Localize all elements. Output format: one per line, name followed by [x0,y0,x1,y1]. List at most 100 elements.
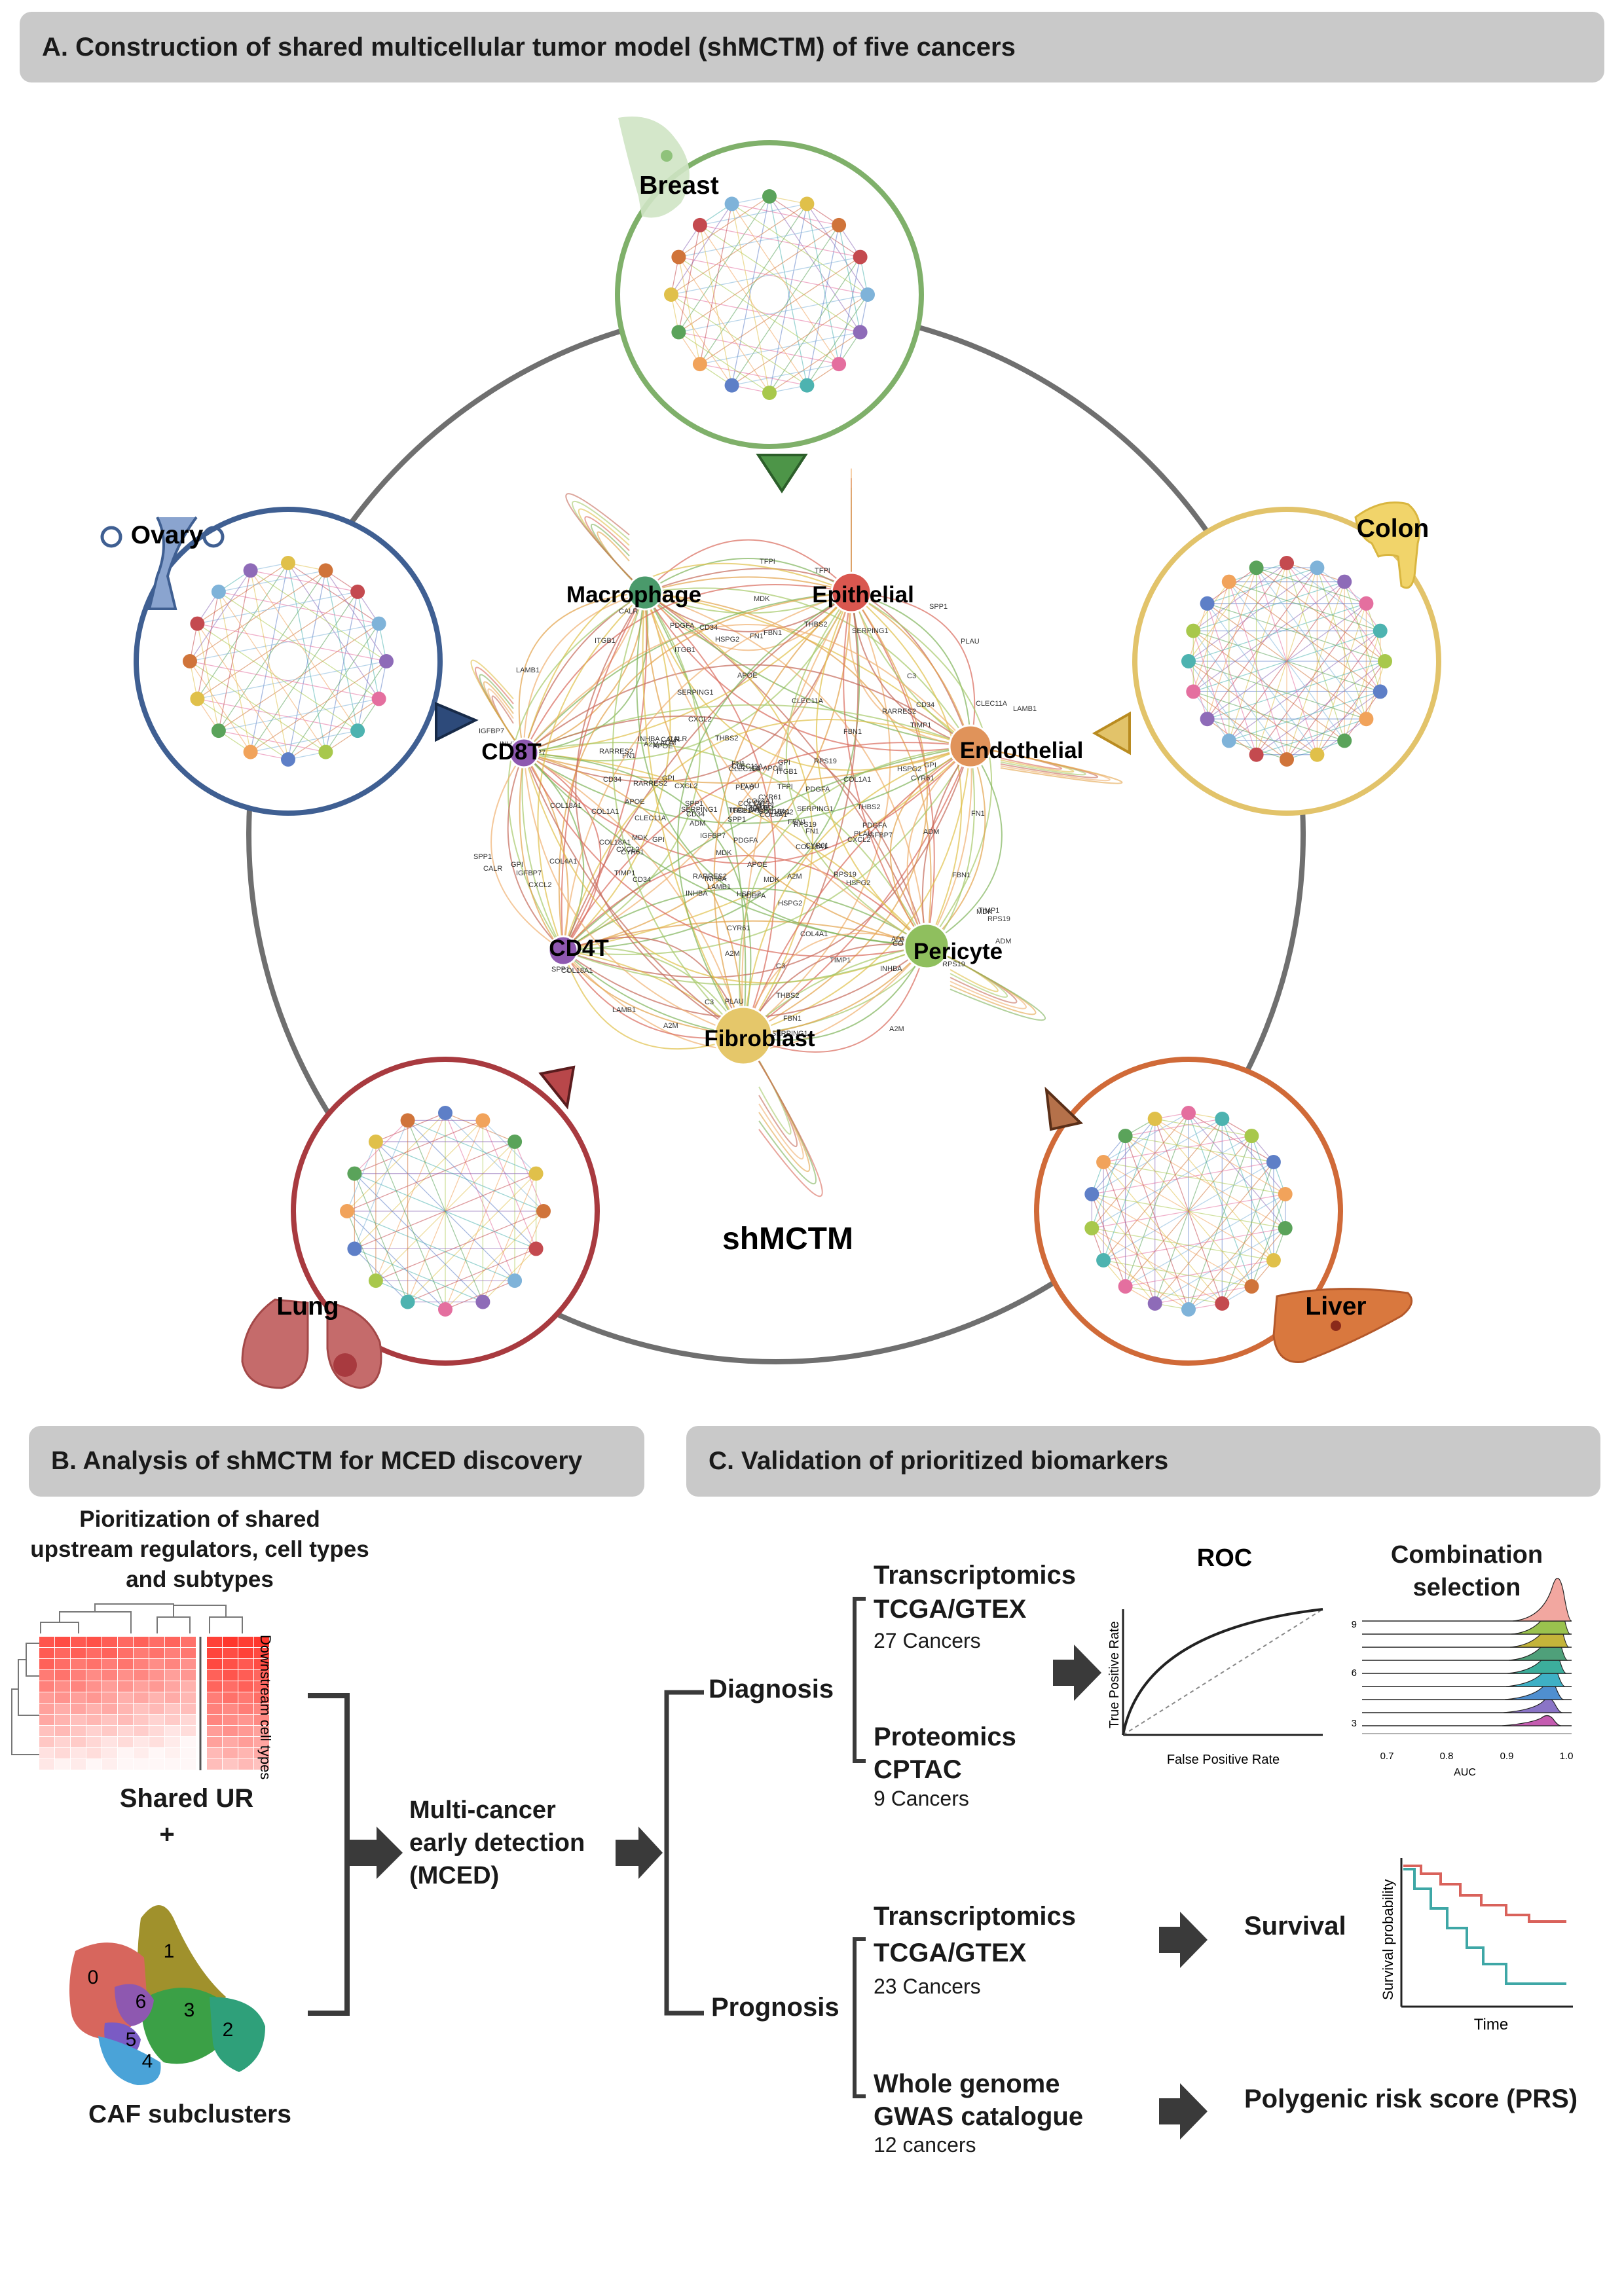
heatmap-cell [254,1648,269,1658]
mini-node [507,1273,523,1288]
heatmap-cell [223,1681,238,1692]
heatmap-cell [102,1737,117,1747]
mini-node [800,378,815,393]
mini-node [507,1134,523,1149]
gene-label: MDK [716,849,732,857]
heatmap-cell [238,1637,253,1647]
heatmap-cell [71,1670,86,1681]
mini-node [350,723,365,738]
heatmap-cell [71,1726,86,1736]
network-edge [926,945,1046,1021]
mini-edge [1125,1118,1223,1137]
heatmap-cell [207,1659,222,1669]
network-edge [743,746,971,1036]
heatmap-cell [165,1681,180,1692]
diagnosis-label: Diagnosis [709,1675,834,1704]
celltype-macrophage-label: Macrophage [566,582,701,608]
plus-sign: + [159,1820,175,1849]
network-edge [743,945,927,1053]
mced-arrow [616,1827,663,1879]
mini-edge [699,257,860,365]
network-edge [889,746,971,947]
mini-edge [731,204,770,393]
heatmap-cell [165,1659,180,1669]
mini-edge [678,256,868,295]
mini-node [340,1204,354,1218]
caf-cluster-0: 0 [88,1967,99,1988]
prognosis-label: Prognosis [711,1993,840,2022]
mini-node [762,386,777,400]
survival-curve-high [1403,1865,1566,1923]
mini-node [860,287,875,302]
mini-node [1084,1187,1099,1201]
mini-edge [678,294,868,333]
network-edge [523,592,646,754]
gene-label: CLEC11A [729,765,761,773]
combination-xtick-0: 0.7 [1380,1751,1394,1762]
mini-edge [197,623,358,731]
combination-ytick-0: 3 [1352,1718,1357,1729]
mini-node [1084,1221,1099,1235]
mini-node [438,1302,452,1317]
heatmap-cell [71,1648,86,1658]
mini-edge [287,562,327,752]
breast-organ-dot [661,150,673,162]
mini-node [1266,1253,1281,1267]
liver-organ-dot [1331,1321,1341,1331]
network-edge [926,746,986,947]
heatmap-cell [71,1759,86,1770]
mini-edge [699,203,807,226]
mini-node [1278,1187,1293,1201]
epithelial-node [830,572,872,613]
network-edge [563,592,648,951]
heatmap-cell [223,1715,238,1725]
combination-xtick-1: 0.8 [1440,1751,1454,1762]
gene-label: CLEC11A [792,697,824,705]
gene-label: FN1 [731,760,745,768]
heatmap-cell [102,1692,117,1703]
heatmap-cell [223,1648,238,1658]
network-edge [921,746,971,947]
heatmap-cell [254,1704,269,1714]
heatmap-cell [71,1715,86,1725]
mini-edge [357,623,380,731]
heatmap-cell [118,1648,133,1658]
gene-label: GPI [924,761,936,769]
gene-label: PLAU [741,782,760,790]
mini-edge [249,570,289,760]
mini-edge [250,570,358,731]
heatmap-cell [102,1759,117,1770]
combination-ytick-1: 6 [1352,1667,1357,1679]
gene-label: COL4A1 [549,858,577,866]
colon-network [1132,507,1441,816]
heatmap-cell [165,1637,180,1647]
mini-edge [1125,1135,1286,1229]
gene-label: C3 [705,998,714,1006]
gene-label: RARRES2 [633,780,667,788]
gene-label: LAMB1 [1013,705,1037,713]
heatmap-cell [149,1737,164,1747]
mini-edge [1103,1260,1252,1287]
heatmap-cell [102,1681,117,1692]
lung-triangle [538,1065,576,1110]
gene-label: COL18A1 [599,839,631,847]
shared-ur-heatmap [39,1637,269,1770]
heatmap-cell [86,1715,101,1725]
mini-node [371,691,386,706]
gene-label: CALR [749,806,768,814]
caf-subclusters-label: CAF subclusters [88,2100,291,2128]
caf-cluster-6: 6 [136,1991,147,2013]
heatmap-cell [181,1692,196,1703]
mini-edge [1221,1228,1286,1304]
network-edge [851,592,971,747]
heatmap-cell [207,1692,222,1703]
heatmap-cell [238,1759,253,1770]
panel-b-bracket [308,1693,350,2016]
mini-edge [1091,1194,1189,1310]
network-edge [851,592,971,747]
heatmap-cell [134,1681,149,1692]
mini-edge [196,623,289,760]
heatmap-cell [39,1759,54,1770]
caf-cluster-2: 2 [223,2019,234,2041]
heatmap-cell [207,1759,222,1770]
